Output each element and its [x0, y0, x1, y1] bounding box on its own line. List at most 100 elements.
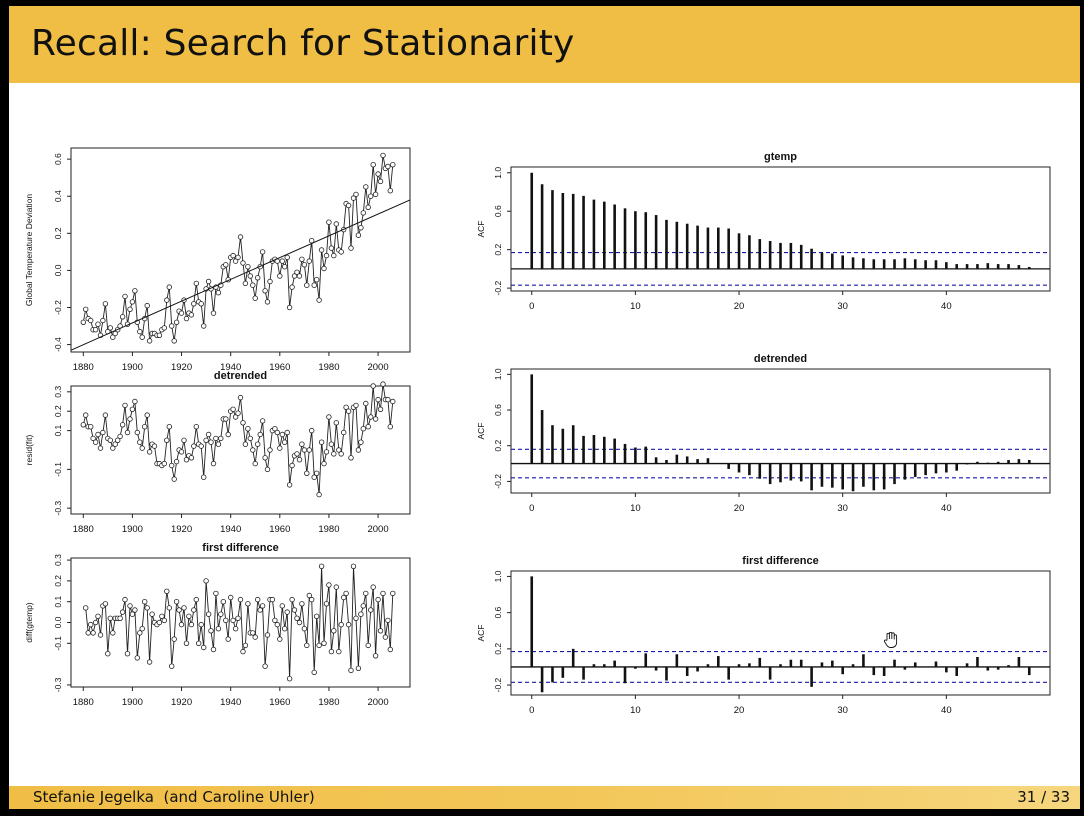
data-point — [139, 334, 145, 340]
data-point — [230, 406, 236, 412]
data-point — [387, 424, 393, 430]
data-point — [97, 632, 104, 638]
y-tick-label: 0.3 — [53, 554, 63, 566]
data-point — [223, 416, 229, 422]
data-point — [82, 412, 89, 418]
data-point — [363, 590, 369, 597]
y-tick-label: 0.4 — [53, 190, 63, 202]
x-tick-label: 1980 — [318, 524, 339, 535]
slide-header: Recall: Search for Stationarity — [9, 6, 1080, 83]
plot-frame — [510, 166, 1051, 292]
data-point — [92, 439, 99, 445]
data-point — [188, 312, 195, 318]
plot-frame — [70, 385, 411, 515]
data-point — [247, 435, 253, 442]
data-point — [363, 184, 369, 190]
data-point — [311, 474, 317, 480]
data-point — [262, 663, 268, 669]
data-point — [181, 605, 187, 611]
x-tick-label: 40 — [941, 301, 952, 312]
x-tick-label: 20 — [734, 301, 745, 312]
data-point — [277, 445, 283, 451]
x-tick-label: 40 — [941, 705, 952, 716]
data-point — [92, 326, 99, 333]
y-axis-label: ACF — [476, 625, 486, 642]
data-point — [144, 605, 150, 611]
data-point — [368, 193, 374, 199]
data-point — [331, 252, 337, 259]
data-point — [166, 424, 172, 430]
data-point — [358, 611, 364, 617]
chart-title: detrended — [754, 353, 807, 365]
data-point — [333, 420, 339, 426]
data-point — [318, 563, 325, 569]
data-point — [161, 325, 167, 331]
data-point — [242, 441, 249, 447]
data-point — [304, 282, 310, 288]
data-point — [137, 439, 143, 445]
data-point — [213, 435, 219, 442]
y-tick-label: -0.2 — [53, 300, 63, 315]
data-point — [252, 634, 258, 640]
data-point — [141, 424, 148, 430]
data-point — [377, 178, 384, 185]
data-point — [102, 301, 109, 307]
data-point — [161, 617, 167, 624]
data-point — [220, 599, 226, 605]
data-point — [183, 457, 190, 463]
data-point — [380, 152, 386, 159]
data-point — [358, 439, 364, 445]
data-point — [264, 299, 271, 305]
data-point — [193, 424, 199, 430]
data-point — [385, 163, 391, 170]
x-tick-label: 1880 — [73, 362, 94, 373]
data-point — [149, 611, 155, 617]
series-line — [82, 155, 394, 342]
data-point — [355, 665, 362, 671]
data-point — [345, 202, 352, 209]
data-point — [301, 626, 308, 632]
data-point — [365, 642, 371, 649]
data-point — [232, 258, 239, 264]
data-point — [200, 474, 207, 480]
data-point — [343, 404, 349, 410]
data-point — [277, 273, 283, 279]
data-point — [210, 460, 217, 467]
data-point — [318, 247, 325, 253]
data-point — [375, 171, 381, 177]
data-point — [218, 611, 224, 617]
data-point — [264, 632, 271, 638]
data-point — [134, 429, 140, 436]
data-point — [127, 306, 133, 312]
data-point — [156, 619, 163, 626]
x-tick-label: 10 — [630, 503, 641, 514]
data-point — [338, 249, 344, 255]
y-tick-label: 0.2 — [53, 405, 63, 417]
data-point — [208, 439, 214, 445]
data-point — [279, 431, 285, 438]
slide-title: Recall: Search for Stationarity — [31, 23, 575, 64]
data-point — [380, 590, 386, 597]
data-point — [284, 254, 290, 261]
data-point — [161, 460, 167, 467]
data-point — [183, 640, 190, 646]
x-tick-label: 1900 — [122, 524, 143, 535]
data-point — [294, 451, 300, 457]
series-line — [82, 384, 394, 495]
y-tick-label: 0.0 — [53, 616, 63, 628]
y-axis-label: ACF — [476, 221, 486, 238]
x-tick-label: 1900 — [122, 697, 143, 708]
data-point — [127, 416, 133, 422]
data-point — [385, 617, 391, 624]
data-point — [218, 435, 224, 442]
data-point — [210, 646, 217, 653]
data-point — [100, 317, 106, 324]
data-point — [245, 601, 251, 607]
data-point — [385, 396, 391, 403]
data-point — [215, 626, 222, 632]
data-point — [95, 613, 101, 619]
data-point — [168, 323, 175, 329]
data-point — [350, 563, 357, 569]
chart-title: gtemp — [764, 151, 797, 163]
data-point — [277, 636, 283, 642]
